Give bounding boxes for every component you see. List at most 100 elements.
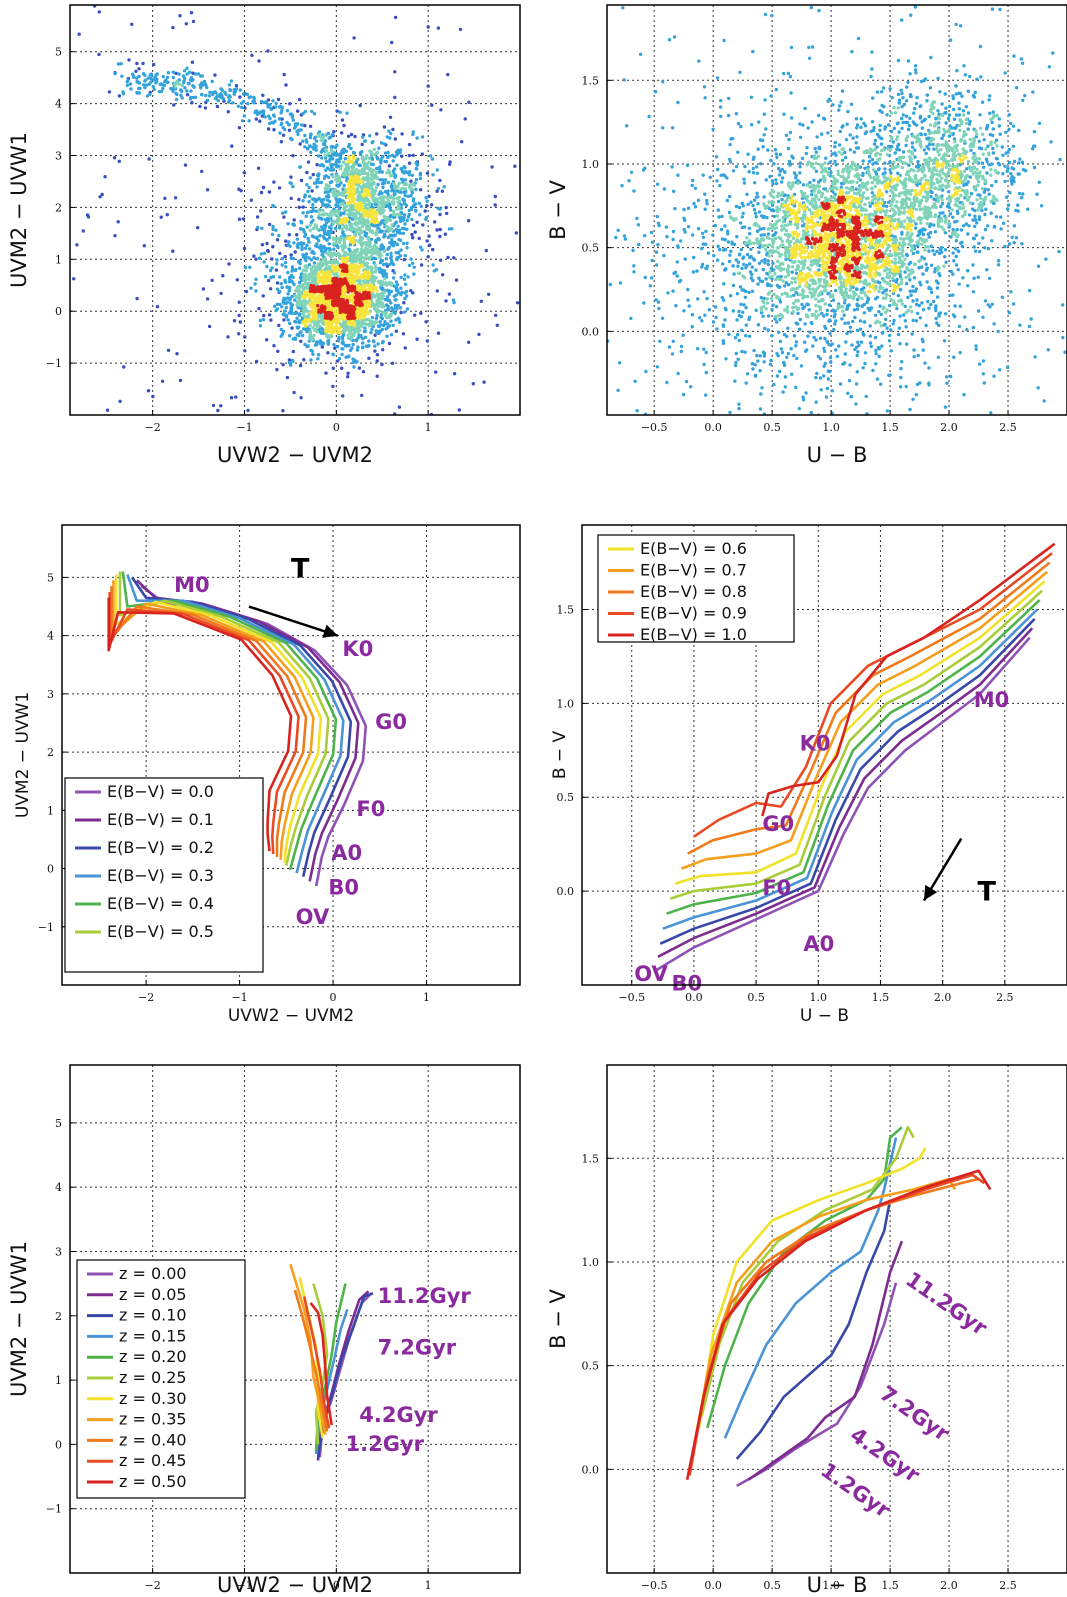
scatter-point: [179, 93, 183, 98]
scatter-point: [978, 362, 982, 366]
scatter-point: [913, 148, 917, 152]
scatter-point: [281, 409, 285, 413]
scatter-point: [305, 183, 309, 187]
scatter-point: [393, 137, 397, 141]
scatter-point: [345, 176, 349, 181]
scatter-point: [943, 255, 947, 259]
scatter-point: [757, 120, 761, 124]
scatter-point: [286, 292, 290, 296]
scatter-point: [339, 164, 344, 168]
scatter-point: [985, 171, 989, 175]
scatter-point: [621, 6, 625, 10]
y-tick-label: 5: [55, 46, 62, 59]
scatter-point: [431, 263, 435, 267]
scatter-point: [305, 243, 309, 248]
scatter-point: [290, 358, 295, 363]
scatter-point: [457, 408, 461, 412]
scatter-point: [147, 157, 151, 161]
scatter-point: [350, 260, 354, 264]
scatter-point: [825, 386, 829, 391]
scatter-point: [738, 70, 742, 75]
scatter-point: [304, 277, 309, 281]
scatter-point: [763, 12, 768, 17]
scatter-point: [868, 334, 872, 338]
scatter-point: [340, 131, 344, 135]
scatter-point: [963, 315, 967, 319]
scatter-point: [288, 136, 293, 141]
scatter-point: [885, 409, 890, 413]
scatter-point: [740, 215, 744, 219]
scatter-point: [361, 155, 365, 159]
scatter-point: [306, 210, 310, 215]
scatter-point: [352, 365, 356, 369]
scatter-point: [204, 83, 208, 87]
scatter-point: [955, 228, 959, 232]
scatter-point: [367, 287, 372, 292]
scatter-point: [436, 186, 441, 191]
scatter-point: [228, 88, 232, 92]
scatter-point: [705, 198, 709, 203]
scatter-point: [932, 252, 937, 256]
scatter-point: [364, 154, 369, 158]
scatter-point: [838, 143, 842, 147]
scatter-point: [662, 253, 666, 258]
scatter-point: [231, 101, 235, 105]
scatter-point: [966, 269, 970, 273]
scatter-point: [316, 322, 320, 327]
scatter-point: [366, 284, 371, 288]
scatter-point: [303, 342, 307, 347]
scatter-point: [793, 416, 796, 419]
scatter-point: [363, 292, 367, 296]
scatter-point: [406, 275, 410, 279]
scatter-point: [327, 233, 331, 237]
scatter-point: [411, 153, 415, 157]
scatter-point: [265, 338, 269, 342]
scatter-point: [160, 379, 165, 383]
scatter-point: [119, 62, 123, 66]
scatter-point: [1032, 130, 1037, 134]
scatter-point: [342, 327, 347, 331]
scatter-point: [268, 116, 272, 121]
scatter-point: [242, 246, 247, 251]
scatter-point: [664, 225, 668, 229]
y-tick-label: 2: [55, 201, 62, 214]
scatter-point: [320, 345, 324, 349]
scatter-point: [942, 339, 947, 343]
scatter-point: [391, 244, 396, 248]
scatter-point: [715, 258, 720, 262]
scatter-point: [436, 206, 440, 210]
scatter-point: [322, 213, 326, 217]
scatter-point: [204, 93, 208, 98]
scatter-point: [393, 95, 397, 100]
scatter-point: [632, 270, 636, 274]
scatter-point: [138, 86, 142, 91]
scatter-point: [332, 343, 336, 347]
scatter-point: [961, 276, 965, 280]
scatter-point: [263, 274, 268, 279]
scatter-point: [327, 225, 332, 229]
scatter-point: [259, 209, 263, 213]
scatter-point: [308, 323, 312, 328]
scatter-point: [366, 237, 370, 241]
scatter-point: [293, 311, 298, 316]
scatter-point: [798, 317, 802, 322]
scatter-point: [803, 349, 808, 353]
scatter-point: [319, 279, 323, 283]
scatter-point: [389, 256, 393, 260]
scatter-point: [690, 313, 695, 317]
scatter-point: [315, 257, 319, 261]
scatter-point: [816, 113, 821, 118]
scatter-point: [762, 112, 766, 116]
scatter-point: [287, 240, 291, 244]
scatter-point: [972, 237, 976, 241]
scatter-point: [301, 277, 306, 281]
scatter-point: [358, 313, 362, 318]
scatter-point: [227, 262, 231, 266]
scatter-point: [198, 104, 202, 109]
scatter-point: [340, 223, 345, 227]
scatter-point: [355, 168, 359, 172]
scatter-point: [1042, 399, 1046, 403]
scatter-point: [304, 295, 308, 299]
scatter-point: [938, 90, 942, 94]
scatter-point: [272, 304, 277, 308]
